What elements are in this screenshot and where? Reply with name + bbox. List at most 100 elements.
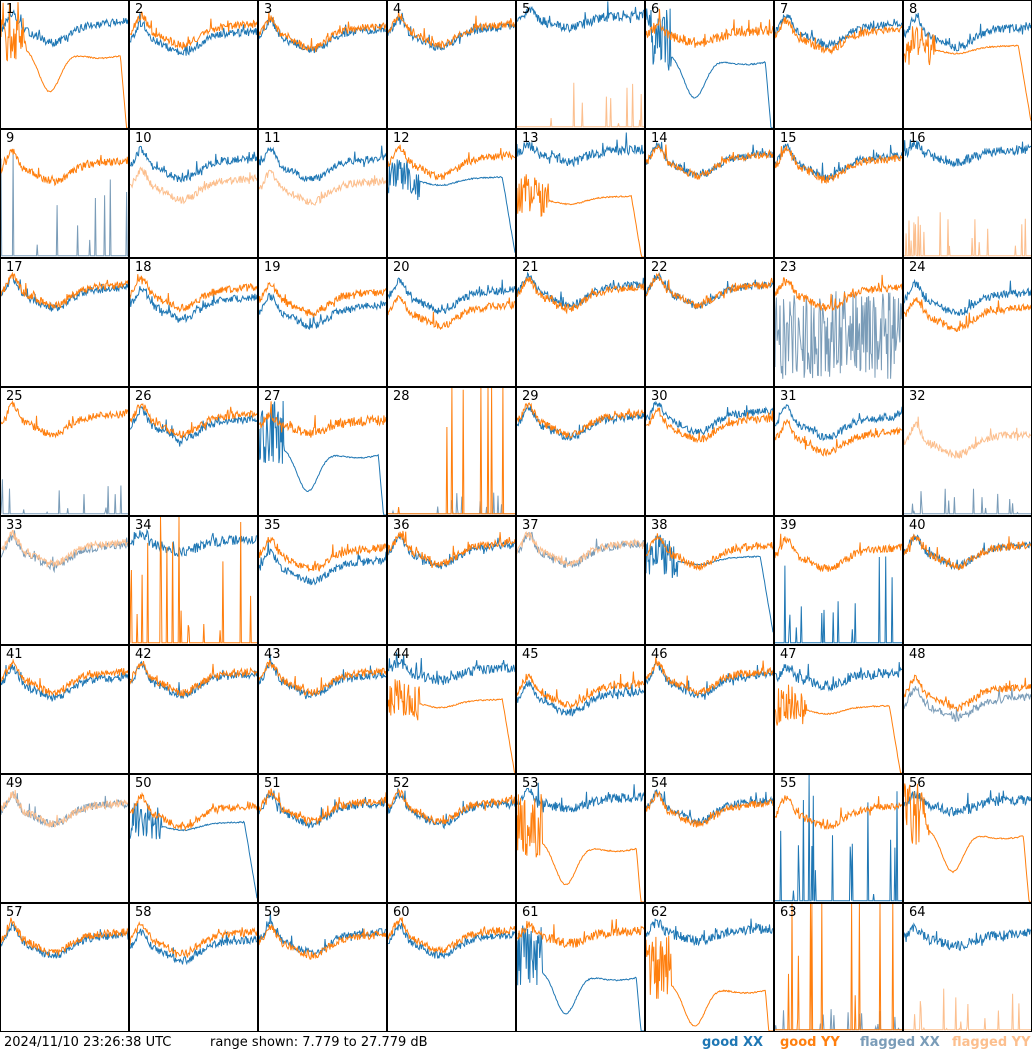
antenna-panel: 42 xyxy=(129,645,258,774)
series-line-xx xyxy=(517,1,644,34)
series-line-xx xyxy=(517,271,644,309)
spectrum-plot xyxy=(904,416,1031,515)
antenna-panel: 58 xyxy=(129,903,258,1032)
series-line-yy xyxy=(904,26,1031,122)
antenna-panel: 24 xyxy=(903,258,1032,387)
series-line-xx xyxy=(388,652,515,686)
series-line-yy xyxy=(130,166,257,205)
series-line-xx xyxy=(1,479,128,515)
spectrum-plot xyxy=(388,917,515,960)
series-line-yy xyxy=(775,533,902,573)
series-line-yy xyxy=(646,790,773,828)
panel-label: 38 xyxy=(651,518,668,533)
panel-label: 25 xyxy=(6,389,23,404)
antenna-panel: 4 xyxy=(387,0,516,129)
series-line-xx xyxy=(646,661,773,700)
series-line-xx xyxy=(904,534,1031,571)
panel-label: 58 xyxy=(135,905,152,920)
series-line-xx xyxy=(130,528,257,558)
spectrum-plot xyxy=(388,652,515,773)
panel-label: 53 xyxy=(522,776,539,791)
antenna-panel: 27 xyxy=(258,387,387,516)
spectrum-plot xyxy=(388,788,515,830)
antenna-panel: 22 xyxy=(645,258,774,387)
panel-label: 62 xyxy=(651,905,668,920)
panel-label: 11 xyxy=(264,131,281,146)
series-line-xx xyxy=(1,921,128,960)
panel-label: 56 xyxy=(909,776,926,791)
panel-label: 10 xyxy=(135,131,152,146)
spectrum-plot xyxy=(775,14,902,55)
series-line-yy xyxy=(1,658,128,697)
panel-label: 37 xyxy=(522,518,539,533)
antenna-panel: 3 xyxy=(258,0,387,129)
antenna-panel: 13 xyxy=(516,129,645,258)
spectrum-plot xyxy=(388,144,515,253)
antenna-panel: 25 xyxy=(0,387,129,516)
spectrum-plot xyxy=(517,918,644,1031)
series-line-xx xyxy=(388,277,515,315)
spectrum-plot xyxy=(259,281,386,331)
spectrum-plot xyxy=(1,658,128,702)
spectrum-plot xyxy=(775,533,902,644)
antenna-panel: 26 xyxy=(129,387,258,516)
series-line-xx xyxy=(130,928,257,966)
spectrum-plot xyxy=(130,11,257,56)
antenna-panel: 56 xyxy=(903,774,1032,903)
series-line-yy xyxy=(517,276,644,315)
series-line-yy xyxy=(904,416,1031,459)
antenna-panel: 61 xyxy=(516,903,645,1032)
spectrum-plot xyxy=(259,654,386,700)
series-line-xx xyxy=(130,13,257,56)
antenna-panel: 17 xyxy=(0,258,129,387)
panel-label: 46 xyxy=(651,647,668,662)
panel-label: 16 xyxy=(909,131,926,146)
series-line-xx xyxy=(130,660,257,699)
panel-label: 6 xyxy=(651,2,660,17)
footer: 2024/11/10 23:26:38 UTC range shown: 7.7… xyxy=(0,1033,1033,1053)
series-line-yy xyxy=(388,388,515,515)
panel-label: 61 xyxy=(522,905,539,920)
series-line-yy xyxy=(775,904,902,1031)
panel-label: 40 xyxy=(909,518,926,533)
antenna-panel: 63 xyxy=(774,903,903,1032)
panel-label: 35 xyxy=(264,518,281,533)
panel-label: 60 xyxy=(393,905,410,920)
spectrum-plot xyxy=(775,662,902,773)
series-line-yy xyxy=(388,11,515,49)
series-line-yy xyxy=(259,169,386,206)
spectrum-plot xyxy=(646,141,773,181)
series-line-yy xyxy=(904,988,1031,1031)
antenna-panel: 54 xyxy=(645,774,774,903)
panel-label: 19 xyxy=(264,260,281,275)
spectrum-plot xyxy=(517,671,644,717)
spectrum-plot xyxy=(517,782,644,902)
antenna-panel: 55 xyxy=(774,774,903,903)
spectrum-plot xyxy=(259,536,386,586)
series-line-xx xyxy=(775,14,902,49)
panel-label: 44 xyxy=(393,647,410,662)
series-line-xx xyxy=(130,406,257,447)
series-line-yy xyxy=(646,533,773,572)
antenna-panel: 28 xyxy=(387,387,516,516)
spectrum-plot xyxy=(259,400,386,515)
panel-label: 26 xyxy=(135,389,152,404)
antenna-panel: 9 xyxy=(0,129,129,258)
series-line-xx xyxy=(1,274,128,312)
series-line-xx xyxy=(388,922,515,960)
spectrum-plot xyxy=(130,791,257,899)
spectrum-plot xyxy=(130,274,257,324)
series-line-yy xyxy=(775,795,902,831)
antenna-panel: 53 xyxy=(516,774,645,903)
panel-label: 64 xyxy=(909,905,926,920)
panel-label: 50 xyxy=(135,776,152,791)
series-line-xx xyxy=(646,141,773,178)
antenna-panel: 35 xyxy=(258,516,387,645)
series-line-yy xyxy=(259,11,386,53)
antenna-panel: 33 xyxy=(0,516,129,645)
timestamp: 2024/11/10 23:26:38 UTC xyxy=(4,1035,172,1050)
spectrum-plot xyxy=(1,917,128,960)
series-line-yy xyxy=(130,791,257,832)
panel-label: 27 xyxy=(264,389,281,404)
